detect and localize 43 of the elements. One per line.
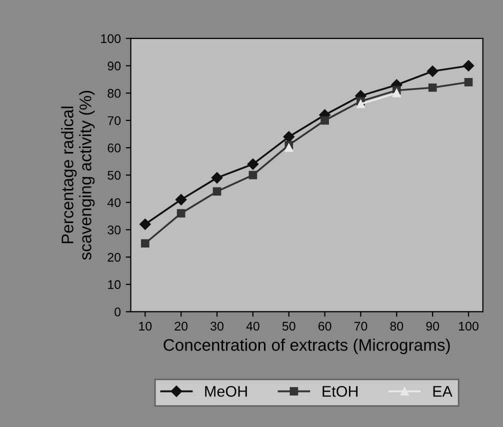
y-tick-label: 80 xyxy=(108,88,121,98)
point xyxy=(392,88,401,98)
y-tick-label: 100 xyxy=(101,34,121,44)
y-tick-label: 40 xyxy=(107,198,121,208)
point xyxy=(140,239,150,248)
legend-label: MeOH xyxy=(205,386,247,397)
y-tick-label: 30 xyxy=(108,226,121,234)
point xyxy=(176,209,186,218)
point xyxy=(464,78,473,86)
legend-label: EtOH xyxy=(322,386,358,397)
point xyxy=(356,100,365,108)
point xyxy=(428,83,437,92)
x-tick-label: 30 xyxy=(210,322,224,331)
x-tick-label: 60 xyxy=(318,322,332,331)
y-tick-label: 50 xyxy=(108,170,121,180)
y-tick-label: 0 xyxy=(114,308,121,316)
y-tick-label: 10 xyxy=(108,280,121,290)
point xyxy=(247,158,259,170)
x-tick-label: 50 xyxy=(282,322,296,331)
point xyxy=(283,131,294,142)
y-axis-title: Percentage radical scavenging activity (%) xyxy=(61,90,95,260)
x-axis-title: Concentration of extracts (Micrograms) xyxy=(164,338,450,354)
point xyxy=(212,187,222,196)
x-tick-label: 10 xyxy=(139,322,152,331)
point xyxy=(175,194,187,206)
x-tick-label: 20 xyxy=(174,322,188,331)
point xyxy=(426,66,438,77)
y-tick-label: 60 xyxy=(108,144,121,152)
y-tick-label: 90 xyxy=(108,62,121,70)
legend-label: EA xyxy=(433,386,452,397)
x-tick-label: 100 xyxy=(459,322,478,331)
point xyxy=(248,170,258,180)
point xyxy=(284,144,294,152)
y-tick-label: 70 xyxy=(108,116,121,126)
x-tick-label: 80 xyxy=(390,322,404,331)
x-tick-label: 90 xyxy=(426,322,440,331)
point xyxy=(320,116,329,125)
x-tick-label: 40 xyxy=(246,322,260,331)
point xyxy=(462,60,474,72)
x-tick-label: 70 xyxy=(354,322,368,331)
point xyxy=(140,218,151,230)
y-tick-label: 20 xyxy=(108,252,121,262)
point xyxy=(211,172,223,184)
